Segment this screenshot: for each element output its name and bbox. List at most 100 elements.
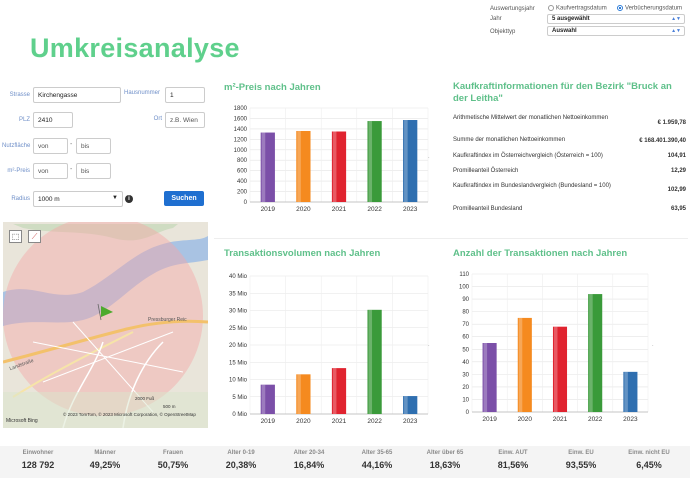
map[interactable]: ⬚ ⟋ Pressburger Reic Landstraße 2000 Fuß… xyxy=(3,222,208,428)
x-tick-label: 2020 xyxy=(296,418,311,425)
bar[interactable] xyxy=(367,121,382,202)
bar-highlight xyxy=(261,384,266,414)
bar[interactable] xyxy=(331,368,347,414)
bar[interactable] xyxy=(552,326,568,412)
bar[interactable] xyxy=(296,130,311,202)
y-tick-label: 10 Mio xyxy=(229,378,248,384)
eraser-icon[interactable]: ⟋ xyxy=(28,230,41,243)
bar[interactable] xyxy=(588,294,603,412)
strasse-input[interactable]: Kirchengasse xyxy=(33,87,121,103)
stat-label: Einw. EU xyxy=(568,450,594,456)
m2preis-bis-input[interactable]: bis xyxy=(76,163,111,179)
bar[interactable] xyxy=(403,120,418,202)
radio-kaufvertrag-label: Kaufvertragsdatum xyxy=(556,5,607,12)
y-tick-label: 90 xyxy=(462,297,469,303)
objekttyp-select[interactable]: Auswahl ▲▼ xyxy=(547,26,685,36)
bar[interactable] xyxy=(260,384,275,414)
stat-label: Einw. nicht EU xyxy=(628,450,670,456)
bar[interactable] xyxy=(623,371,638,412)
y-tick-label: 20 xyxy=(462,385,469,391)
objekttyp-select-value: Auswahl xyxy=(552,28,577,34)
stat-value: 6,45% xyxy=(636,460,662,470)
bar-highlight xyxy=(368,121,373,202)
draw-shape-icon[interactable]: ⬚ xyxy=(9,230,22,243)
stat-alter-20-34: Alter 20-34 16,84% xyxy=(276,450,342,470)
stat-label: Frauen xyxy=(162,450,183,456)
y-tick-label: 200 xyxy=(237,190,248,196)
y-tick-label: 60 xyxy=(462,335,469,341)
chevron-down-icon: ▼ xyxy=(112,195,118,201)
kaufkraft-row: Kaufkraftindex im Österreichvergleich (Ö… xyxy=(453,153,686,161)
objekttyp-label: Objekttyp xyxy=(490,29,516,35)
bar[interactable] xyxy=(331,131,347,203)
x-tick-label: 2019 xyxy=(261,418,276,425)
m2preis-von-input[interactable]: von xyxy=(33,163,68,179)
bar-highlight xyxy=(483,343,488,412)
bar[interactable] xyxy=(296,374,311,414)
jahr-label: Jahr xyxy=(490,16,502,22)
y-tick-label: 0 xyxy=(466,410,470,416)
plz-input[interactable]: 2410 xyxy=(33,112,73,128)
chart-menu-icon[interactable]: · xyxy=(428,155,430,161)
stat-label: Einw. AUT xyxy=(498,450,528,456)
chart-menu-icon[interactable]: · xyxy=(652,343,654,349)
bar[interactable] xyxy=(367,309,382,414)
x-tick-label: 2021 xyxy=(553,416,568,423)
bar[interactable] xyxy=(482,343,497,412)
y-tick-label: 15 Mio xyxy=(229,360,248,366)
stat-label: Alter 35-65 xyxy=(361,450,393,456)
divider xyxy=(214,238,688,239)
bar[interactable] xyxy=(517,317,532,412)
stat-value: 50,75% xyxy=(157,460,189,470)
stat-frauen: Frauen 50,75% xyxy=(140,450,206,470)
y-tick-label: 400 xyxy=(237,179,248,185)
stat-einwohner: Einwohner 128 792 xyxy=(5,450,71,470)
bar[interactable] xyxy=(403,396,418,414)
chart-menu-icon[interactable]: · xyxy=(428,343,430,349)
nutzflaeche-bis-input[interactable]: bis xyxy=(76,138,111,154)
y-tick-label: 110 xyxy=(459,272,469,278)
kaufkraft-label: Kaufkraftindex im Bundeslandvergleich (B… xyxy=(453,183,611,189)
x-tick-label: 2020 xyxy=(296,206,311,213)
strasse-label: Strasse xyxy=(9,92,30,98)
ort-input[interactable]: z.B. Wien xyxy=(165,112,205,128)
radio-kaufvertrag[interactable]: Kaufvertragsdatum xyxy=(548,5,607,12)
x-tick-label: 2022 xyxy=(588,416,603,423)
radius-select[interactable]: 1000 m ▼ xyxy=(33,191,123,207)
map-scale-ft: 2000 Fuß xyxy=(135,396,155,401)
stats-bar: Einwohner 128 792 Männer 49,25% Frauen 50,7… xyxy=(0,446,690,478)
nutzflaeche-von-input[interactable]: von xyxy=(33,138,68,154)
x-tick-label: 2023 xyxy=(403,206,418,213)
stat-label: Einwohner xyxy=(22,450,54,456)
x-tick-label: 2019 xyxy=(261,206,276,213)
chevron-updown-icon: ▲▼ xyxy=(671,28,681,34)
info-icon[interactable]: i xyxy=(125,195,133,203)
jahr-select[interactable]: 5 ausgewählt ▲▼ xyxy=(547,14,685,24)
x-tick-label: 2023 xyxy=(623,416,638,423)
y-tick-label: 35 Mio xyxy=(229,291,248,297)
bar[interactable] xyxy=(260,132,275,202)
radio-verbuecherung[interactable]: Verbücherungsdatum xyxy=(617,5,682,12)
stat-label: Alter über 65 xyxy=(426,450,464,456)
anz-chart-title: Anzahl der Transaktionen nach Jahren xyxy=(453,248,628,259)
stat-label: Alter 20-34 xyxy=(293,450,325,456)
y-tick-label: 5 Mio xyxy=(232,395,247,401)
chevron-updown-icon: ▲▼ xyxy=(671,16,681,22)
page-title: Umkreisanalyse xyxy=(30,33,240,63)
hausnummer-label: Hausnummer xyxy=(124,90,161,96)
y-tick-label: 40 xyxy=(462,360,469,366)
map-canvas xyxy=(3,222,208,428)
y-tick-label: 30 Mio xyxy=(229,309,248,315)
y-tick-label: 1800 xyxy=(234,106,248,112)
stat-value: 16,84% xyxy=(293,460,325,470)
map-scale-m: 500 m xyxy=(163,404,176,409)
hausnummer-input[interactable]: 1 xyxy=(165,87,205,103)
search-button[interactable]: Suchen xyxy=(164,191,204,206)
kaufkraft-row: Promilleanteil Bundesland 63,95 xyxy=(453,206,686,214)
bar-highlight xyxy=(518,317,523,412)
auswertungsjahr-label: Auswertungsjahr xyxy=(490,6,535,12)
y-tick-label: 1200 xyxy=(234,137,248,143)
kaufkraft-value: 104,91 xyxy=(667,153,686,159)
x-tick-label: 2021 xyxy=(332,206,347,213)
